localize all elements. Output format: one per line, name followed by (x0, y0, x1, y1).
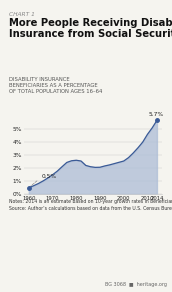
Text: 5.7%: 5.7% (149, 112, 164, 120)
Text: CHART 1: CHART 1 (9, 12, 34, 17)
Text: 0.5%: 0.5% (31, 174, 57, 186)
Text: DISABILITY INSURANCE
BENEFICIARIES AS A PERCENTAGE
OF TOTAL POPULATION AGES 16–6: DISABILITY INSURANCE BENEFICIARIES AS A … (9, 77, 102, 94)
Text: BG 3068  ■  heritage.org: BG 3068 ■ heritage.org (105, 282, 167, 287)
Text: More People Receiving Disability
Insurance from Social Security: More People Receiving Disability Insuran… (9, 18, 172, 39)
Text: Notes: 2014 is an estimate based on 10-year growth rates in beneficiaries. Benef: Notes: 2014 is an estimate based on 10-y… (9, 199, 172, 211)
